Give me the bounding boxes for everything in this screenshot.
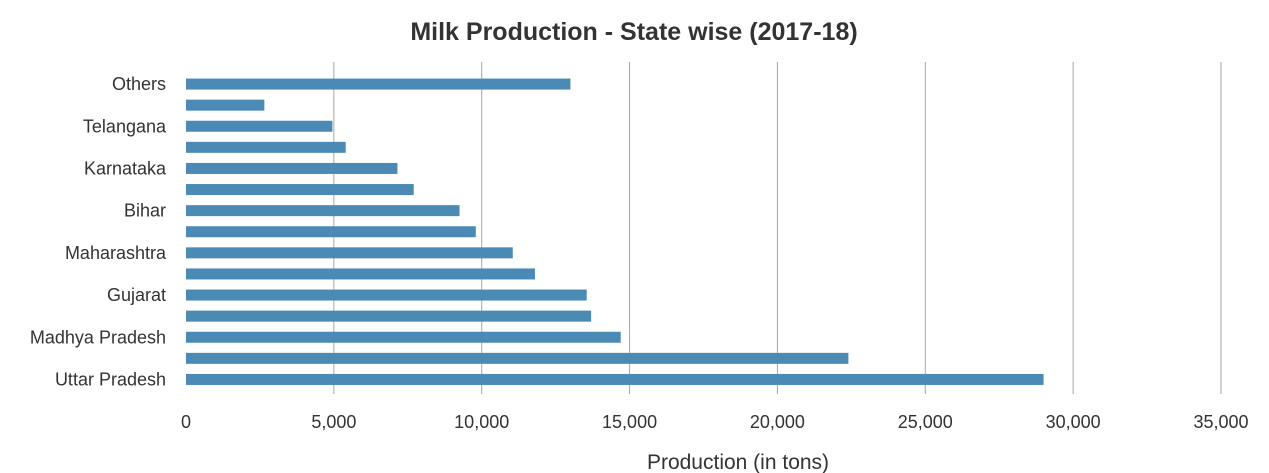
category-label: Maharashtra — [65, 243, 167, 263]
bar — [186, 141, 346, 153]
bar — [186, 120, 333, 132]
bar — [186, 226, 476, 238]
bar — [186, 310, 592, 322]
category-labels: Uttar Pradesh Madhya Pradesh Gujarat Mahara… — [30, 74, 167, 389]
x-tick-label: 10,000 — [454, 412, 509, 432]
x-tick-label: 35,000 — [1193, 412, 1248, 432]
bar — [186, 352, 849, 364]
grid-lines — [333, 62, 1222, 394]
bar — [186, 162, 398, 174]
x-tick-label: 30,000 — [1046, 412, 1101, 432]
x-tick-label: 15,000 — [602, 412, 657, 432]
category-label: Karnataka — [84, 158, 167, 178]
x-tick-label: 20,000 — [750, 412, 805, 432]
x-axis-title: Production (in tons) — [647, 451, 829, 473]
category-label: Others — [112, 74, 166, 94]
bar — [186, 268, 535, 280]
category-label: Bihar — [124, 201, 166, 221]
category-label: Uttar Pradesh — [55, 369, 166, 389]
bar — [186, 99, 265, 111]
category-label: Telangana — [83, 116, 167, 136]
x-tick-label: 25,000 — [898, 412, 953, 432]
x-tick-labels: 0 5,000 10,000 15,000 20,000 25,000 30,000 35,0… — [181, 412, 1249, 432]
category-label: Gujarat — [107, 285, 166, 305]
chart-title: Milk Production - State wise (2017-18) — [410, 18, 857, 46]
bar — [186, 184, 414, 196]
category-label: Madhya Pradesh — [30, 327, 166, 347]
x-tick-label: 5,000 — [311, 412, 356, 432]
bar — [186, 289, 587, 301]
x-tick-label: 0 — [181, 412, 191, 432]
bar — [186, 331, 621, 343]
bars — [186, 78, 1044, 385]
bar — [186, 78, 571, 90]
bar — [186, 205, 460, 217]
bar — [186, 247, 513, 259]
bar — [186, 373, 1044, 385]
